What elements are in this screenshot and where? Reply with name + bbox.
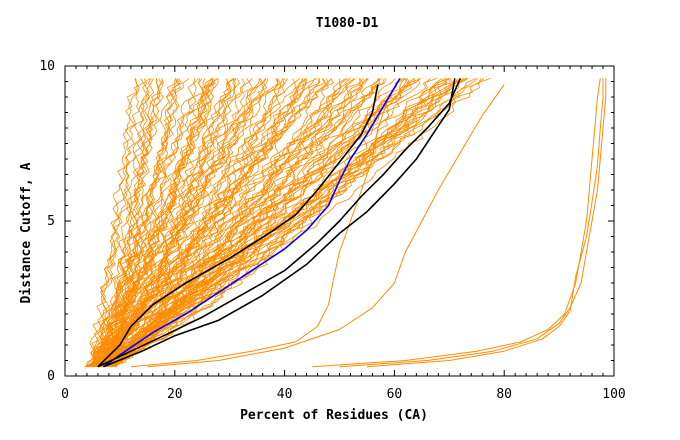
model-curve	[84, 78, 234, 368]
model-curve	[112, 78, 491, 367]
model-curve	[86, 78, 144, 368]
model-curve	[85, 78, 279, 367]
model-curve	[99, 78, 308, 368]
y-axis-label: Distance Cutoff, A	[19, 162, 34, 303]
model-curve	[93, 78, 288, 367]
model-curve	[94, 78, 213, 368]
model-curve	[89, 78, 205, 368]
model-curve	[84, 78, 219, 368]
ticks-layer: 0 20 40 60 80 100 0 5 10	[39, 59, 625, 402]
model-curve	[90, 78, 154, 367]
model-curve	[90, 78, 355, 368]
y-tick-label: 5	[47, 214, 55, 229]
model-curve	[94, 78, 356, 368]
outlier-curve	[147, 84, 505, 368]
x-tick-label: 0	[61, 387, 69, 402]
chart-title: T1080-D1	[316, 16, 379, 31]
x-tick-label: 20	[167, 387, 183, 402]
model-curve	[93, 78, 261, 368]
model-curve	[97, 78, 361, 368]
model-curve	[95, 78, 218, 367]
model-curve	[100, 78, 448, 367]
model-curve	[105, 78, 476, 367]
model-curve	[105, 78, 379, 368]
model-curve	[95, 78, 161, 367]
x-tick-label: 100	[602, 387, 625, 402]
x-tick-label: 80	[496, 387, 512, 402]
model-curve	[98, 78, 447, 368]
model-curve	[93, 78, 219, 368]
y-tick-label: 10	[39, 59, 55, 74]
x-tick-label: 40	[277, 387, 293, 402]
outlier-curve	[339, 78, 607, 368]
model-curve	[97, 78, 481, 368]
model-curve	[106, 78, 485, 367]
model-curve	[95, 78, 199, 367]
model-curve	[110, 78, 408, 368]
y-tick-label: 0	[47, 369, 55, 384]
model-curve	[90, 78, 416, 368]
series-layer	[84, 77, 607, 368]
model-curve	[99, 78, 352, 367]
model-curve	[92, 78, 215, 368]
model-curve	[107, 78, 330, 367]
highlighted-curve	[97, 78, 462, 368]
highlighted-curve	[103, 78, 456, 368]
highlighted-curve	[97, 84, 379, 368]
x-axis-label: Percent of Residues (CA)	[240, 408, 428, 423]
outlier-curve	[366, 78, 604, 368]
model-curve	[101, 78, 208, 368]
model-curve	[105, 78, 416, 367]
model-curve	[94, 78, 380, 367]
model-curve	[95, 78, 246, 368]
model-curve	[87, 78, 279, 368]
highlighted-curve	[102, 77, 401, 368]
model-curve	[98, 78, 197, 367]
outlier-curve	[312, 78, 601, 368]
model-curve	[96, 78, 253, 367]
outlier-curve	[130, 96, 390, 368]
model-curve	[98, 78, 304, 368]
model-curve	[89, 78, 387, 368]
x-tick-label: 60	[387, 387, 403, 402]
